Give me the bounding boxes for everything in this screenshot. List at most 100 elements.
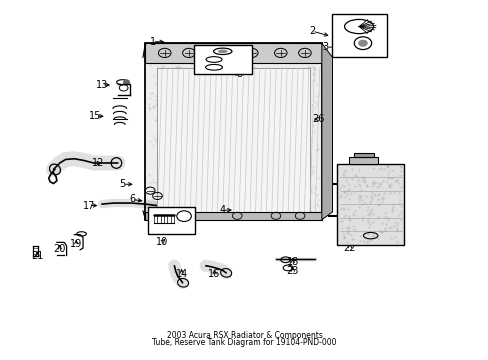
Point xyxy=(158,183,165,189)
Point xyxy=(337,192,345,198)
Point xyxy=(374,193,382,198)
Bar xyxy=(157,68,309,216)
Point xyxy=(251,65,259,71)
Point xyxy=(170,95,178,101)
Point xyxy=(181,183,188,189)
Point xyxy=(299,193,306,199)
Point xyxy=(187,112,195,118)
Point xyxy=(193,113,201,119)
Point xyxy=(161,113,168,118)
Point xyxy=(310,66,318,72)
Point xyxy=(212,83,220,89)
Point xyxy=(272,117,280,123)
Point xyxy=(395,212,403,218)
Point xyxy=(268,74,276,80)
Point xyxy=(223,77,231,82)
Point xyxy=(269,55,277,60)
Point xyxy=(160,63,167,69)
Point xyxy=(245,172,253,178)
Point xyxy=(393,220,401,226)
Point xyxy=(382,221,389,227)
Point xyxy=(177,108,184,114)
Point xyxy=(306,187,314,193)
Point xyxy=(395,172,403,178)
Point xyxy=(271,116,279,122)
Point xyxy=(151,202,159,208)
Point xyxy=(173,117,181,123)
Point xyxy=(363,231,371,237)
Point xyxy=(237,118,244,124)
Circle shape xyxy=(123,80,129,84)
Point xyxy=(264,151,271,157)
Point xyxy=(192,75,200,81)
Point xyxy=(192,154,200,160)
Point xyxy=(154,53,162,59)
Point xyxy=(258,214,266,220)
Point xyxy=(298,126,306,131)
Point xyxy=(177,202,185,207)
Point xyxy=(296,168,304,174)
Point xyxy=(244,186,251,192)
Point xyxy=(158,65,166,71)
Point xyxy=(300,91,307,97)
Point xyxy=(228,141,236,147)
Point xyxy=(302,126,310,132)
Point xyxy=(200,97,208,103)
Point xyxy=(289,53,297,58)
Point xyxy=(298,89,305,94)
Point xyxy=(228,153,236,159)
Point xyxy=(397,217,405,223)
Point xyxy=(390,234,398,239)
Point xyxy=(305,185,313,191)
Point xyxy=(208,124,216,130)
Point xyxy=(373,215,381,220)
Point xyxy=(382,215,390,220)
Point xyxy=(264,57,272,63)
Point xyxy=(249,201,257,207)
Point xyxy=(170,149,178,155)
Point xyxy=(308,71,316,77)
Point xyxy=(259,125,266,131)
Point xyxy=(284,168,291,174)
Point xyxy=(273,193,281,198)
Point xyxy=(342,191,350,197)
Point xyxy=(156,108,163,114)
Point xyxy=(269,115,277,121)
Point xyxy=(146,201,154,207)
Bar xyxy=(331,14,386,57)
Point xyxy=(252,111,260,117)
Point xyxy=(358,197,366,203)
Point xyxy=(282,144,290,150)
Point xyxy=(386,225,394,230)
Point xyxy=(253,202,261,208)
Point xyxy=(248,144,256,150)
Point xyxy=(164,90,172,96)
Point xyxy=(256,94,264,100)
Point xyxy=(348,223,356,229)
Point xyxy=(367,193,375,198)
Point xyxy=(387,208,395,214)
Point xyxy=(339,233,347,238)
Point xyxy=(313,201,321,207)
Point xyxy=(286,103,294,109)
Point xyxy=(254,193,262,198)
Point xyxy=(363,219,371,225)
Point xyxy=(144,172,152,177)
Point xyxy=(296,208,304,214)
Point xyxy=(340,213,347,219)
Point xyxy=(227,57,235,63)
Point xyxy=(230,211,238,217)
Point xyxy=(236,62,244,68)
Point xyxy=(224,130,232,136)
Point xyxy=(304,129,312,135)
Point xyxy=(199,84,207,90)
Bar xyxy=(145,43,321,63)
Point xyxy=(369,179,377,185)
Point xyxy=(246,180,254,185)
Point xyxy=(192,179,200,185)
Point xyxy=(165,54,173,60)
Point xyxy=(281,53,289,59)
Point xyxy=(347,176,355,182)
Point xyxy=(159,209,166,215)
Point xyxy=(204,180,212,186)
